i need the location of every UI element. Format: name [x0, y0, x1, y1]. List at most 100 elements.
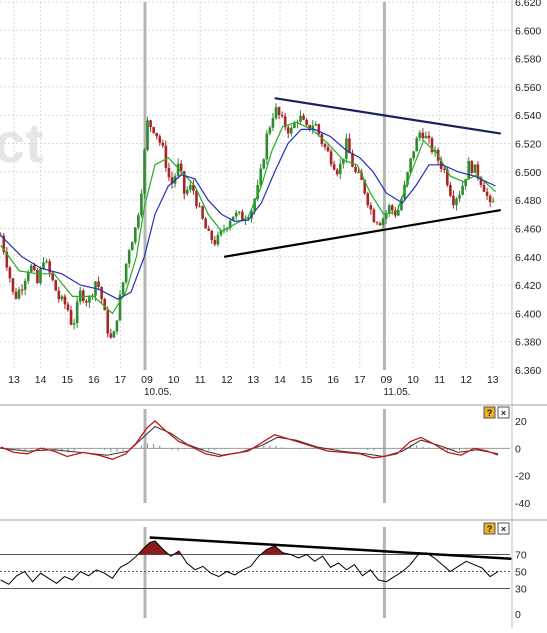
y-tick-label: 0	[515, 609, 521, 621]
candle-body	[176, 163, 180, 176]
candlestick	[430, 136, 434, 155]
candlestick	[45, 258, 48, 264]
button-glyph: ×	[501, 524, 506, 534]
candlestick	[39, 266, 42, 286]
candle-body	[262, 159, 266, 169]
candle-body	[106, 310, 110, 334]
candle-body	[488, 195, 492, 203]
candle-body	[2, 235, 6, 253]
candlestick	[100, 286, 103, 304]
candlestick	[470, 159, 474, 175]
candlestick	[213, 235, 217, 247]
y-tick-label: 6.380	[515, 337, 541, 349]
candle-body	[442, 168, 446, 170]
candlestick	[234, 210, 238, 220]
candle-body	[39, 268, 42, 284]
candlestick	[406, 171, 409, 188]
candlestick	[482, 182, 486, 192]
candle-body	[29, 265, 33, 272]
candle-body	[219, 230, 223, 235]
y-tick-label: 6.540	[515, 110, 541, 122]
button-glyph: ?	[487, 408, 493, 418]
candle-body	[85, 301, 88, 303]
close-icon[interactable]: ×	[497, 522, 510, 535]
candlestick	[167, 162, 171, 182]
candle-body	[271, 118, 275, 128]
settings-icon[interactable]: ?	[483, 522, 496, 535]
candlestick	[115, 320, 119, 335]
candle-body	[23, 280, 27, 290]
candlestick	[485, 187, 489, 200]
x-tick-label: 12	[221, 374, 233, 386]
candlestick	[11, 277, 15, 295]
candle-body	[161, 142, 165, 146]
settings-icon[interactable]: ?	[483, 406, 496, 419]
candle-body	[115, 320, 119, 332]
candle-body	[204, 218, 207, 229]
candlestick	[158, 134, 162, 146]
candle-body	[415, 138, 419, 152]
x-tick-label: 13	[487, 374, 499, 386]
y-tick-label: 6.560	[515, 82, 541, 94]
x-tick-label: 14	[35, 374, 47, 386]
close-icon[interactable]: ×	[497, 406, 510, 419]
candle-body	[366, 193, 370, 206]
candle-body	[149, 120, 152, 128]
y-tick-label: 6.600	[515, 25, 541, 37]
candlestick	[256, 179, 259, 202]
candle-body	[473, 164, 477, 173]
candle-body	[137, 215, 140, 228]
candlestick	[106, 306, 110, 338]
candlestick	[140, 189, 143, 218]
y-tick-label: 6.460	[515, 223, 541, 235]
candle-body	[387, 205, 391, 213]
x-tick-label: 14	[274, 374, 286, 386]
candle-body	[75, 301, 79, 324]
candle-body	[293, 123, 296, 129]
candle-body	[201, 206, 204, 219]
candlestick	[57, 286, 61, 303]
candlestick	[72, 318, 76, 330]
candle-body	[372, 209, 376, 223]
candlestick	[36, 268, 39, 284]
candle-body	[421, 132, 425, 139]
candlestick	[265, 130, 269, 165]
candle-body	[317, 124, 321, 135]
candle-body	[130, 242, 134, 251]
candlestick	[421, 128, 425, 141]
candle-body	[406, 172, 409, 185]
candle-body	[329, 151, 333, 165]
candle-body	[109, 333, 113, 338]
candle-body	[338, 163, 342, 175]
candle-body	[256, 185, 259, 200]
candlestick	[280, 111, 284, 119]
candlestick	[137, 212, 140, 230]
y-tick-label: 6.420	[515, 280, 541, 292]
candle-body	[133, 227, 137, 243]
candlestick	[85, 298, 88, 307]
candlestick	[238, 211, 241, 215]
y-tick-label: 6.520	[515, 139, 541, 151]
candle-body	[216, 234, 220, 245]
candle-body	[412, 151, 415, 159]
candle-body	[409, 158, 412, 173]
candlestick	[394, 206, 397, 218]
candle-body	[394, 210, 397, 216]
candle-body	[146, 120, 149, 150]
candle-body	[241, 211, 244, 221]
candle-body	[234, 212, 238, 217]
y-tick-label: 6.360	[515, 365, 541, 377]
candle-body	[455, 198, 458, 206]
candle-body	[97, 281, 100, 287]
candle-body	[479, 177, 483, 185]
candle-body	[268, 127, 272, 134]
candle-body	[127, 250, 131, 264]
candle-body	[66, 304, 70, 311]
candle-body	[332, 164, 336, 170]
candlestick	[69, 305, 73, 326]
candle-body	[158, 136, 162, 143]
candlestick	[442, 167, 446, 174]
candle-body	[314, 124, 318, 126]
